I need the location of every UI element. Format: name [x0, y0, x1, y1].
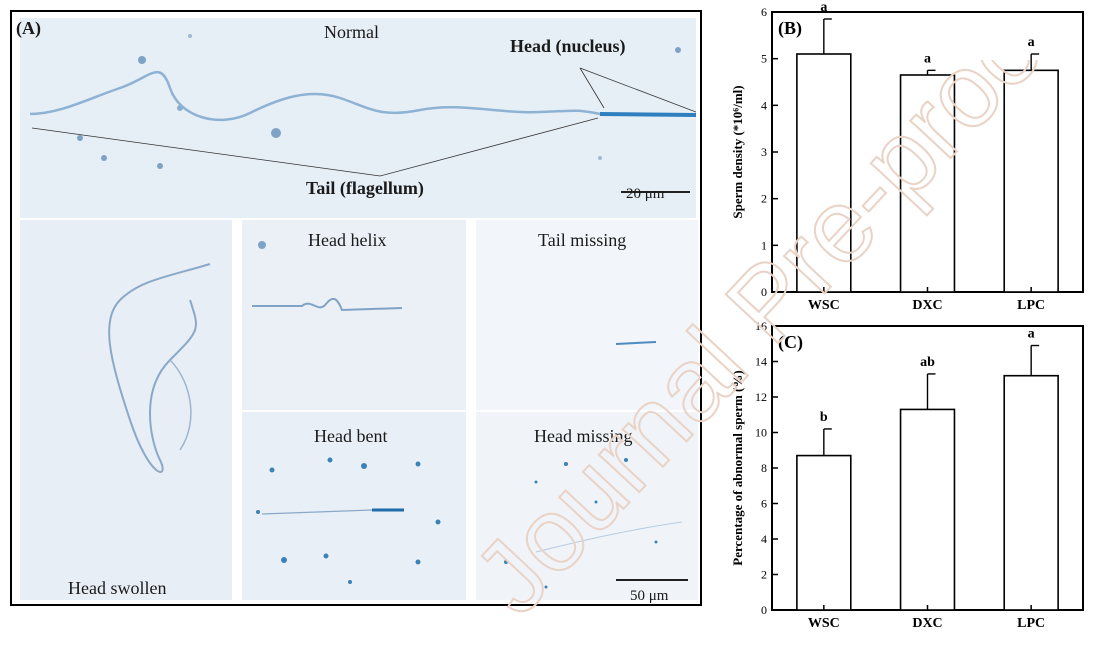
y-tick-label: 16 [755, 319, 767, 333]
significance-letter: a [1028, 35, 1035, 50]
x-tick-label: WSC [808, 298, 840, 313]
y-tick-label: 4 [761, 532, 767, 546]
panel-label: (C) [778, 332, 803, 353]
head-nucleus-label: Head (nucleus) [510, 36, 626, 56]
head-missing-drawing [504, 458, 688, 589]
bar [899, 74, 956, 293]
head-helix-label: Head helix [308, 230, 387, 250]
head-bent-drawing [256, 457, 441, 584]
tail-missing-label: Tail missing [538, 230, 627, 250]
significance-letter: a [924, 51, 931, 66]
y-tick-label: 2 [761, 192, 767, 206]
y-axis-label: Sperm density (*10⁶/ml) [730, 85, 745, 218]
significance-letter: a [1028, 327, 1035, 342]
scale-bar-50um-label: 50 μm [630, 588, 669, 604]
normal-sperm-micrograph [20, 18, 696, 218]
panel-label: (B) [778, 18, 802, 39]
head-swollen-drawing [108, 263, 211, 473]
y-tick-label: 0 [761, 285, 767, 299]
significance-letter: ab [920, 355, 935, 370]
tail-missing-drawing [615, 341, 657, 345]
head-missing-label: Head missing [534, 426, 633, 446]
bar [1003, 374, 1059, 611]
head-missing-micrograph [476, 412, 698, 600]
head-helix-drawing [252, 241, 403, 312]
normal-sperm-drawing [29, 34, 696, 193]
significance-letter: a [820, 0, 827, 15]
head-swollen-micrograph [20, 220, 232, 600]
y-tick-label: 6 [761, 5, 767, 19]
y-tick-label: 2 [761, 568, 767, 582]
y-axis-label: Percentage of abnormal sperm (%) [730, 370, 745, 565]
head-swollen-label: Head swollen [68, 578, 167, 598]
x-tick-label: LPC [1017, 298, 1045, 313]
tail-missing-micrograph [476, 220, 698, 410]
y-tick-label: 4 [761, 98, 767, 112]
significance-letter: b [820, 410, 828, 425]
y-tick-label: 8 [761, 461, 767, 475]
panel-a-micrographs: (A) Normal Head (nucleus) Tail (flagellu… [10, 10, 702, 606]
x-tick-label: LPC [1017, 616, 1045, 631]
y-tick-label: 10 [755, 426, 767, 440]
head-bent-micrograph [242, 412, 466, 600]
normal-label: Normal [324, 22, 379, 42]
x-tick-label: DXC [912, 616, 942, 631]
y-tick-label: 12 [755, 390, 767, 404]
y-tick-label: 14 [755, 355, 767, 369]
y-tick-label: 3 [761, 145, 767, 159]
scale-bar-20um-label: 20 μm [626, 186, 665, 202]
bar [796, 454, 852, 611]
x-tick-label: DXC [912, 298, 942, 313]
head-helix-micrograph [242, 220, 466, 410]
bar [796, 53, 852, 293]
bar [1003, 69, 1059, 293]
chart-b-sperm-density: 0 1 2 3 4 5 6 a WSC a DXC a LPC (B) Sperm density (*10… [730, 0, 1084, 313]
head-bent-label: Head bent [314, 426, 388, 446]
tail-flagellum-label: Tail (flagellum) [306, 178, 424, 198]
x-tick-label: WSC [808, 616, 840, 631]
y-tick-label: 5 [761, 52, 767, 66]
y-tick-label: 0 [761, 603, 767, 617]
bar [899, 408, 956, 611]
y-tick-label: 6 [761, 497, 767, 511]
chart-c-abnormal-sperm: 0 2 4 6 8 10 12 14 16 b WSC ab DXC a LPC (C) Percentage … [730, 319, 1084, 631]
y-tick-label: 1 [761, 238, 767, 252]
panel-a-label: (A) [16, 18, 41, 38]
